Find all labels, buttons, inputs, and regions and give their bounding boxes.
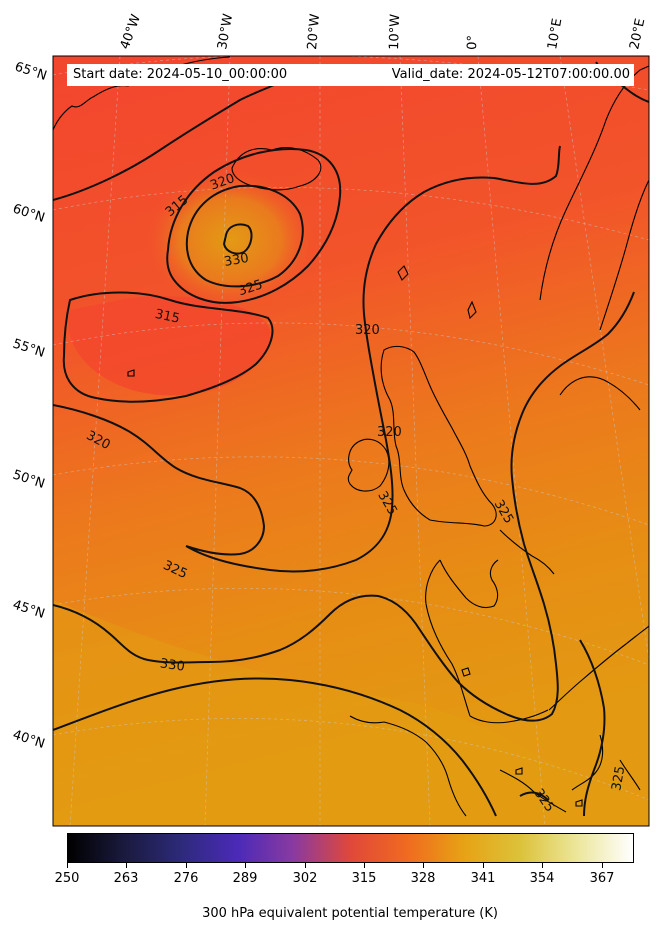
colorbar-tick: 263: [113, 871, 139, 886]
colorbar-tick: 250: [54, 871, 80, 886]
lon-label: 10°E: [545, 17, 565, 50]
iberia-coast: [349, 715, 467, 817]
lat-label: 55°N: [11, 337, 47, 361]
contour-label: 325: [609, 765, 628, 792]
contour-320-main: [53, 145, 561, 573]
start-date: Start date: 2024-05-10_00:00:00: [73, 67, 288, 82]
contour-315-west: [53, 83, 277, 403]
lon-label: 20°W: [305, 13, 323, 50]
contour-325-main: [53, 291, 635, 722]
colorbar-title: 300 hPa equivalent potential temperature…: [202, 906, 498, 921]
contour-label: 325: [236, 277, 264, 299]
contour-330-core: [222, 223, 253, 255]
colorbar-tick: 354: [529, 871, 555, 886]
contour-label: 330: [159, 656, 186, 674]
colorbar: [67, 833, 634, 863]
contour-325-east: [519, 639, 606, 817]
colorbar-tick: 289: [232, 871, 258, 886]
lon-label: 30°W: [215, 13, 236, 51]
lon-label: 20°E: [627, 17, 648, 51]
contour-330-south: [53, 677, 497, 817]
colorbar-tick: 315: [351, 871, 377, 886]
lat-label: 65°N: [13, 60, 49, 84]
contour-label: 320: [355, 323, 380, 338]
lat-label: 45°N: [11, 598, 47, 622]
colorbar-tick: 302: [292, 871, 318, 886]
colorbar-tick: 341: [470, 871, 496, 886]
lon-label: 0°: [465, 35, 481, 50]
britain-coast: [380, 345, 497, 527]
warm-core: [145, 170, 315, 310]
warm-south: [53, 600, 649, 826]
lon-label: 10°W: [387, 14, 403, 51]
ireland-coast: [347, 438, 390, 492]
contour-315-ring: [166, 148, 342, 304]
contour-label: 320: [377, 425, 402, 440]
colorbar-tick: 276: [173, 871, 199, 886]
contour-325-ring: [185, 184, 304, 288]
lat-label: 50°N: [11, 468, 47, 492]
temperature-field: [53, 56, 649, 826]
lon-label: 40°W: [118, 12, 144, 51]
islands: [127, 369, 583, 807]
colorbar-tick: 367: [589, 871, 615, 886]
contour-label: 330: [223, 251, 250, 270]
faroe-shetland: [397, 265, 477, 320]
scandinavia-coast: [539, 65, 649, 411]
lat-label: 40°N: [11, 728, 47, 752]
date-header: Start date: 2024-05-10_00:00:00 Valid_da…: [67, 64, 634, 86]
europe-coast: [425, 529, 649, 724]
colorbar-ticks: 250 263 276 289 302 315 328 341 354 367: [55, 863, 634, 889]
colorbar-tick: 328: [410, 871, 436, 886]
map-frame: [52, 55, 650, 827]
contour-label-group: 315 320 330 325 315 320 320 320 325 325 …: [84, 171, 629, 815]
contours: [53, 61, 649, 817]
longitude-labels: 40°W 30°W 20°W 10°W 0° 10°E 20°E: [118, 12, 649, 51]
graticule: [53, 56, 649, 826]
latitude-labels: 65°N 60°N 55°N 50°N 45°N 40°N: [11, 60, 49, 752]
contour-label: 315: [154, 307, 181, 327]
lat-label: 60°N: [11, 202, 47, 226]
valid-date: Valid_date: 2024-05-12T07:00:00.00: [391, 67, 630, 82]
